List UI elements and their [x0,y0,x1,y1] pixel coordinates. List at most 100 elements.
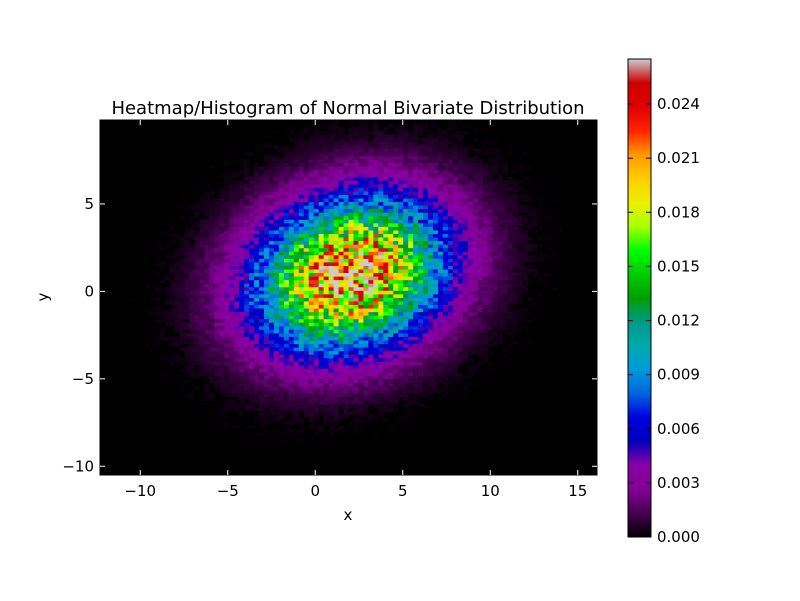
heatmap-cell [398,350,404,355]
heatmap-cell [442,272,449,277]
heatmap-cell [403,191,409,195]
heatmap-cell [363,215,369,220]
heatmap-cell [293,333,300,337]
heatmap-cell [388,208,394,213]
heatmap-cell [457,301,464,305]
heatmap-cell [383,144,389,149]
heatmap-cell [268,350,275,355]
heatmap-cell [492,187,498,192]
heatmap-cell [308,315,315,320]
heatmap-cell [383,290,389,295]
heatmap-cell [428,173,434,178]
heatmap-cell [333,418,339,423]
heatmap-cell [278,191,285,195]
heatmap-cell [373,308,379,313]
heatmap-cell [428,166,434,171]
heatmap-cell [343,293,349,298]
heatmap-cell [418,254,424,259]
heatmap-cell [442,421,449,426]
heatmap-cell [343,368,349,373]
heatmap-cell [254,347,260,352]
heatmap-cell [408,301,414,305]
heatmap-cell [278,350,285,355]
heatmap-cell [293,414,300,419]
heatmap-cell [323,304,330,309]
heatmap-cell [259,187,265,192]
heatmap-cell [507,208,513,213]
heatmap-cell [408,340,414,345]
heatmap-cell [452,194,459,199]
heatmap-cell [437,148,444,153]
heatmap-cell [244,198,250,203]
heatmap-cell [174,286,180,291]
heatmap-cell [418,372,424,376]
heatmap-cell [249,276,255,281]
heatmap-cell [189,318,195,323]
heatmap-cell [437,205,444,210]
heatmap-cell [333,297,339,302]
heatmap-cell [234,244,240,249]
heatmap-cell [447,301,454,305]
heatmap-cell [487,148,494,153]
heatmap-cell [482,283,489,288]
heatmap-cell [452,329,459,334]
heatmap-cell [259,318,265,323]
heatmap-cell [224,301,230,305]
heatmap-cell [323,191,330,195]
heatmap-cell [249,329,255,334]
heatmap-cell [323,247,330,252]
heatmap-cell [174,329,180,334]
heatmap-cell [408,343,414,348]
heatmap-cell [408,180,414,185]
heatmap-cell [447,396,454,401]
heatmap-cell [383,180,389,185]
heatmap-cell [408,173,414,178]
heatmap-cell [333,396,339,401]
heatmap-cell [378,205,384,210]
heatmap-cell [323,404,330,408]
heatmap-cell [308,205,315,210]
heatmap-cell [333,372,339,376]
heatmap-cell [288,176,295,181]
heatmap-cell [338,276,344,281]
heatmap-cell [512,194,518,199]
heatmap-cell [507,333,513,337]
heatmap-cell [278,357,285,362]
heatmap-cell [418,251,424,256]
heatmap-cell [259,148,265,153]
heatmap-cell [298,304,305,309]
heatmap-cell [204,364,210,369]
heatmap-cell [477,272,484,277]
heatmap-cell [264,201,270,206]
heatmap-cell [229,318,235,323]
heatmap-cell [437,201,444,206]
heatmap-cell [338,368,344,373]
heatmap-cell [268,265,275,270]
heatmap-cell [403,304,409,309]
heatmap-cell [388,144,394,149]
heatmap-cell [194,297,200,302]
heatmap-cell [408,435,414,440]
heatmap-cell [477,169,484,174]
heatmap-cell [517,265,523,270]
heatmap-cell [214,222,220,227]
heatmap-cell [537,198,543,203]
heatmap-cell [537,244,543,249]
heatmap-cell [239,226,245,231]
heatmap-cell [403,318,409,323]
heatmap-cell [462,343,469,348]
heatmap-cell [209,212,215,217]
heatmap-cell [477,176,484,181]
heatmap-cell [428,240,434,245]
heatmap-cell [244,233,250,238]
heatmap-cell [189,304,195,309]
heatmap-cell [442,169,449,174]
heatmap-cell [219,198,225,203]
heatmap-cell [139,343,146,348]
heatmap-cell [432,329,439,334]
heatmap-cell [378,194,384,199]
heatmap-cell [288,361,295,366]
heatmap-cell [318,194,325,199]
heatmap-cell [308,404,315,408]
heatmap-cell [437,183,444,188]
